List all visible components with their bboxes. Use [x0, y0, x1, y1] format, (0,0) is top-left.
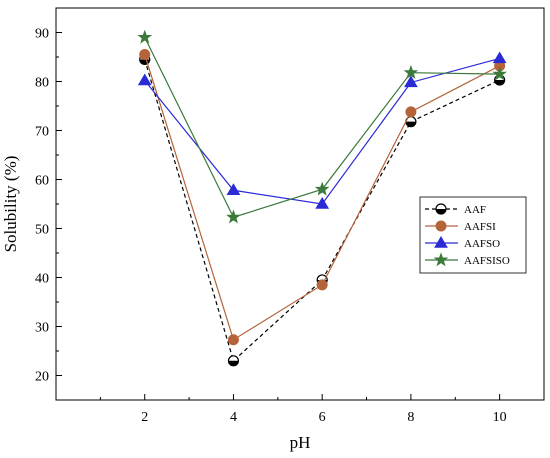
legend-entry-aaf: AAF — [425, 203, 486, 216]
y-tick-label: 50 — [35, 223, 49, 238]
legend-marker-aafso — [434, 236, 448, 248]
y-tick-label: 70 — [35, 125, 49, 140]
data-point-aafsi — [316, 279, 328, 291]
series-group — [137, 29, 507, 367]
legend-marker-aaf — [435, 203, 447, 215]
data-point-aafso — [315, 197, 330, 209]
y-tick-label: 80 — [35, 76, 49, 91]
data-point-aafsiso — [314, 181, 330, 196]
data-point-aafsiso — [226, 209, 241, 224]
y-axis-title: Solubility (%) — [1, 156, 20, 253]
ticks: 2 4 6 8 10 20 30 40 50 60 70 80 90 — [35, 7, 507, 425]
data-point-aafsi — [227, 334, 239, 346]
y-tick-label: 90 — [35, 27, 49, 42]
legend-entry-aafsi: AAFSI — [425, 220, 496, 233]
x-tick-label: 4 — [230, 410, 237, 425]
legend-label-aafso: AAFSO — [464, 238, 500, 250]
y-tick-label: 20 — [35, 370, 49, 385]
data-point-aafso — [137, 73, 152, 86]
x-tick-label: 8 — [407, 410, 414, 425]
data-point-aaf — [227, 355, 240, 367]
series-aafsiso — [137, 29, 507, 224]
data-point-aaf — [405, 116, 417, 128]
legend-label-aaf: AAF — [464, 204, 486, 216]
legend-label-aafsi: AAFSI — [464, 221, 496, 233]
x-tick-label: 2 — [141, 410, 148, 425]
legend-entry-aafsiso: AAFSISO — [425, 252, 510, 267]
data-point-aafsi — [139, 49, 151, 61]
data-point-aafso — [492, 51, 507, 64]
x-tick-label: 6 — [319, 410, 326, 425]
y-tick-label: 30 — [35, 321, 49, 336]
series-aafso — [137, 51, 507, 209]
data-point-aafsiso — [403, 65, 419, 79]
legend-entry-aafso: AAFSO — [425, 236, 500, 250]
legend-label-aafsiso: AAFSISO — [464, 255, 510, 267]
legend: AAF AAFSI AAFSO AAFSISO — [419, 196, 527, 274]
data-point-aafsiso — [492, 66, 507, 81]
y-tick-label: 40 — [35, 272, 49, 287]
legend-marker-aafsi — [435, 220, 447, 232]
x-tick-label: 10 — [493, 410, 507, 425]
data-point-aafsiso — [137, 29, 153, 44]
data-point-aafso — [404, 75, 418, 88]
data-point-aafso — [226, 183, 241, 195]
x-axis-title: pH — [290, 433, 311, 452]
legend-marker-aafsiso — [433, 252, 449, 267]
y-tick-label: 60 — [35, 174, 49, 189]
data-point-aafsi — [405, 106, 417, 118]
